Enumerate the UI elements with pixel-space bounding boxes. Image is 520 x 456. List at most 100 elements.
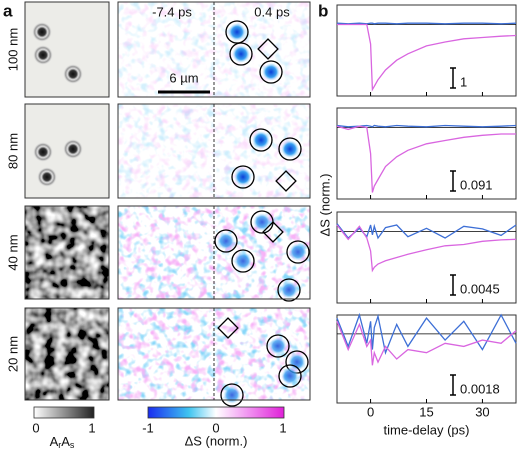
colorbar-title: ArAs — [50, 434, 75, 450]
scale-label: 0.091 — [460, 177, 493, 192]
x-axis-label: time-delay (ps) — [384, 422, 470, 437]
scale-label: 0.0018 — [460, 381, 500, 396]
colorbar-title: ΔS (norm.) — [185, 433, 248, 448]
colorbar-tick: 1 — [279, 420, 286, 435]
ds-map — [117, 1, 311, 98]
image-frame — [24, 103, 110, 199]
panel-a: 100 nm 80 nm 40 nm 20 nm -7.4 ps 0.4 ps 6 µm — [5, 1, 311, 407]
spot — [232, 45, 250, 63]
image-texture — [25, 206, 109, 299]
particle — [32, 22, 52, 42]
circle-marker — [214, 229, 238, 253]
time-label: -7.4 ps — [152, 4, 192, 19]
spot — [289, 243, 307, 261]
diamond-marker — [217, 317, 239, 339]
particle — [63, 64, 83, 84]
gray-image — [24, 205, 110, 300]
row-label: 80 nm — [5, 133, 20, 169]
signal-trace — [337, 23, 517, 92]
trace-plot: 0.091 — [336, 107, 517, 200]
spot — [269, 337, 287, 355]
circle-marker — [266, 334, 290, 358]
circle-marker — [231, 249, 255, 273]
title-part: r — [58, 440, 61, 450]
row-label: 40 nm — [5, 234, 20, 270]
circle-marker — [278, 364, 302, 388]
plot-frame — [336, 107, 517, 200]
spot — [228, 23, 246, 41]
map-frame — [117, 307, 311, 401]
title-part: A — [61, 434, 70, 449]
particle — [33, 45, 53, 65]
spot — [280, 281, 298, 299]
spot — [217, 232, 235, 250]
gray-colorbar — [33, 406, 95, 419]
row-label: 100 nm — [5, 28, 20, 71]
colorbar-tick: 0 — [212, 420, 219, 435]
image-frame — [24, 1, 110, 98]
reference-trace — [336, 124, 517, 128]
spot — [253, 213, 271, 231]
colorbar-tick: 1 — [88, 420, 95, 435]
map-frame — [117, 103, 311, 199]
colorbar-tick: 0 — [32, 420, 39, 435]
x-tick-label: 15 — [419, 404, 433, 419]
diamond-marker — [262, 221, 284, 243]
map-frame — [117, 1, 311, 98]
panel-b: 1 0.091 0.0045 0.0018 0 15 30 time-delay (ps) ΔS… — [317, 4, 517, 437]
circle-marker — [286, 240, 310, 264]
scale-label: 0.0045 — [460, 281, 500, 296]
reference-trace — [336, 22, 517, 25]
circle-marker — [231, 165, 255, 189]
signal-trace — [336, 125, 516, 193]
panel-label: b — [318, 1, 328, 20]
colorbar-tick: -1 — [142, 420, 154, 435]
x-tick-label: 0 — [367, 404, 374, 419]
panel-label: a — [3, 1, 13, 20]
signal-trace — [336, 321, 517, 366]
spot — [262, 63, 280, 81]
reference-trace — [336, 312, 517, 355]
ds-colorbar — [147, 406, 285, 419]
plot-frame — [336, 4, 517, 97]
row-label: 20 nm — [5, 336, 20, 372]
image-texture — [25, 308, 109, 400]
y-axis-label: ΔS (norm.) — [317, 174, 332, 237]
trace-plot: 1 — [336, 4, 517, 97]
spot — [223, 386, 241, 404]
scale-bar — [450, 274, 456, 296]
gray-image — [24, 103, 110, 199]
scale-bar — [450, 170, 456, 192]
scale-bar-label: 6 µm — [169, 70, 198, 85]
spot — [281, 140, 299, 158]
gray-image — [24, 1, 110, 98]
image-frame — [24, 205, 110, 300]
plot-frame — [336, 211, 517, 304]
scale-bar — [450, 374, 456, 396]
map-frame — [117, 205, 311, 300]
particle — [33, 142, 53, 162]
circle-marker — [249, 128, 273, 152]
circle-marker — [229, 42, 253, 66]
diamond-marker — [275, 170, 297, 192]
circle-marker — [278, 137, 302, 161]
circle-marker — [225, 20, 249, 44]
spot — [288, 353, 306, 371]
x-tick-label: 30 — [475, 404, 489, 419]
spot — [234, 168, 252, 186]
trace-plot: 0.0018 — [336, 312, 517, 404]
particle — [63, 139, 83, 159]
trace-plot: 0.0045 — [336, 211, 517, 304]
ds-map — [117, 205, 311, 302]
circle-marker — [220, 383, 244, 407]
spot — [252, 131, 270, 149]
title-part: s — [70, 440, 75, 450]
ds-map — [117, 307, 311, 407]
scale-label: 1 — [460, 74, 467, 89]
time-label: 0.4 ps — [254, 4, 290, 19]
spot — [234, 252, 252, 270]
diamond-marker — [257, 38, 279, 60]
plot-frame — [336, 314, 517, 404]
title-part: A — [50, 434, 59, 449]
